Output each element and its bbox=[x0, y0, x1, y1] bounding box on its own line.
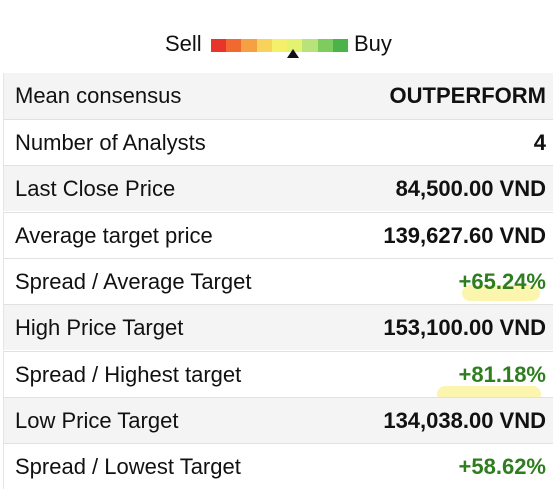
row-label: Spread / Highest target bbox=[15, 362, 242, 387]
gauge-segment bbox=[287, 39, 303, 52]
table-row-spread-average-target: Spread / Average Target +65.24% bbox=[3, 258, 553, 304]
table-row-spread-highest-target: Spread / Highest target +81.18% bbox=[3, 351, 553, 402]
gauge-segment bbox=[211, 39, 227, 52]
gauge-bar bbox=[211, 39, 348, 52]
row-label: Spread / Average Target bbox=[15, 269, 252, 294]
row-value: +65.24% bbox=[458, 269, 546, 294]
row-value: 153,100.00 VND bbox=[383, 315, 546, 340]
row-value: +81.18% bbox=[458, 362, 546, 387]
table-row-spread-lowest-target: Spread / Lowest Target +58.62% bbox=[3, 443, 553, 489]
row-value: 139,627.60 VND bbox=[383, 223, 546, 248]
buy-label: Buy bbox=[354, 31, 392, 56]
table-row-mean-consensus: Mean consensus OUTPERFORM bbox=[3, 73, 553, 119]
row-value: 134,038.00 VND bbox=[383, 408, 546, 433]
consensus-table: Mean consensus OUTPERFORM Number of Anal… bbox=[3, 73, 553, 493]
row-label: High Price Target bbox=[15, 315, 184, 340]
gauge-segment bbox=[332, 39, 348, 52]
gauge-marker-icon bbox=[287, 49, 300, 58]
row-value: OUTPERFORM bbox=[389, 83, 546, 108]
row-label: Average target price bbox=[15, 223, 213, 248]
table-row-last-close-price: Last Close Price 84,500.00 VND bbox=[3, 165, 553, 211]
gauge-segment bbox=[241, 39, 257, 52]
gauge-segment bbox=[226, 39, 242, 52]
row-label: Spread / Lowest Target bbox=[15, 454, 241, 479]
table-row-average-target-price: Average target price 139,627.60 VND bbox=[3, 212, 553, 258]
table-row-number-of-analysts: Number of Analysts 4 bbox=[3, 119, 553, 165]
row-value: +58.62% bbox=[458, 454, 546, 479]
table-row-low-price-target: Low Price Target 134,038.00 VND bbox=[3, 397, 553, 443]
row-value: 84,500.00 VND bbox=[395, 176, 546, 201]
gauge-segment bbox=[256, 39, 272, 52]
row-value: 4 bbox=[533, 130, 546, 155]
gauge-segment bbox=[271, 39, 288, 52]
highlight-mark bbox=[462, 285, 540, 301]
row-label: Number of Analysts bbox=[15, 130, 206, 155]
sell-label: Sell bbox=[165, 31, 202, 56]
gauge-segment bbox=[317, 39, 333, 52]
row-label: Last Close Price bbox=[15, 176, 176, 201]
row-label: Mean consensus bbox=[15, 83, 182, 108]
consensus-gauge: Sell Buy bbox=[0, 28, 553, 62]
table-row-high-price-target: High Price Target 153,100.00 VND bbox=[3, 304, 553, 350]
gauge-segment bbox=[302, 39, 318, 52]
row-label: Low Price Target bbox=[15, 408, 179, 433]
